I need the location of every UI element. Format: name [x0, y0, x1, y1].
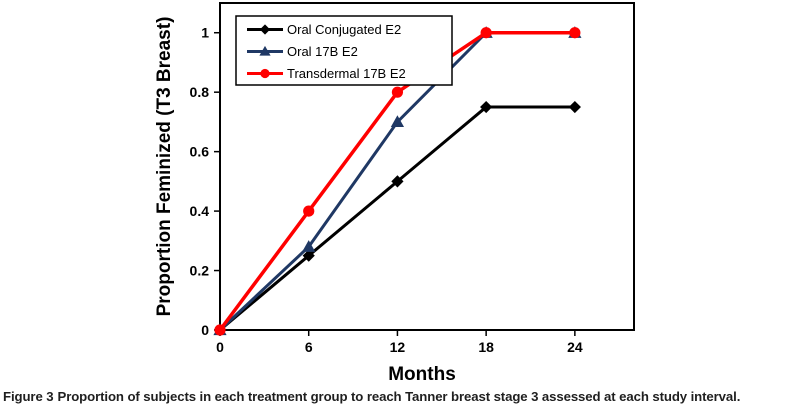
data-point-circle: [303, 205, 315, 217]
figure-caption-text: Proportion of subjects in each treatment…: [57, 389, 741, 404]
legend-label: Transdermal 17B E2: [287, 66, 406, 81]
x-axis-tick-label: 18: [478, 339, 494, 355]
data-point-diamond: [302, 249, 315, 262]
data-point-triangle: [390, 115, 405, 128]
data-point-circle: [480, 27, 492, 39]
data-point-circle: [391, 86, 404, 98]
y-axis-tick-label: 0.6: [190, 144, 210, 160]
chart-canvas: 0 0.2 0.4 0.6 0.8 1 0 6 12 18 24 Proportion Feminiz…: [154, 2, 635, 385]
data-point-diamond: [568, 100, 581, 114]
legend-swatch-triangle: [259, 45, 271, 56]
x-axis-tick-label: 24: [567, 339, 583, 355]
x-axis-title: Months: [388, 364, 456, 385]
y-axis-tick-label: 0.2: [190, 263, 210, 279]
data-point-circle: [569, 27, 581, 39]
y-axis-tick-label: 0.8: [190, 84, 210, 100]
y-axis-title: Proportion Feminized (T3 Breast): [154, 17, 175, 317]
legend-swatch-diamond: [259, 24, 271, 35]
figure-caption: Figure 3 Proportion of subjects in each t…: [3, 388, 793, 406]
data-point-triangle: [302, 240, 316, 252]
legend-label: Oral Conjugated E2: [287, 22, 401, 37]
figure-caption-label: Figure 3: [3, 389, 54, 404]
data-point-diamond: [480, 100, 493, 114]
legend-label: Oral 17B E2: [287, 44, 358, 59]
data-point-diamond: [391, 175, 404, 188]
y-axis-tick-label: 1: [201, 25, 209, 41]
data-point-circle: [214, 324, 226, 336]
x-axis-tick-label: 12: [390, 339, 406, 355]
y-axis-tick-label: 0.4: [190, 203, 210, 219]
y-axis-tick-label: 0: [201, 322, 209, 338]
legend-swatch-circle: [260, 68, 270, 79]
x-axis-tick-label: 0: [216, 339, 224, 355]
x-axis-tick-label: 6: [305, 339, 313, 355]
